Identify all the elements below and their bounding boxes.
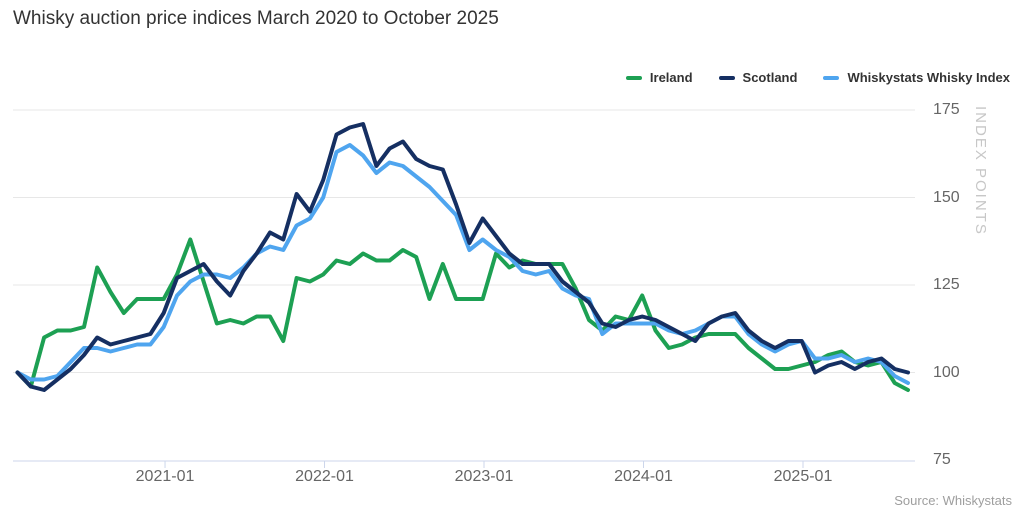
legend: Ireland Scotland Whiskystats Whisky Inde… [625,70,1010,85]
y-tick-75: 75 [933,451,951,468]
source-credit: Source: Whiskystats [894,493,1012,508]
y-tick-125: 125 [933,276,960,293]
y-tick-175: 175 [933,101,960,118]
chart-title: Whisky auction price indices March 2020 … [13,8,499,29]
gridlines [13,109,915,373]
x-axis-line [13,460,915,468]
x-tick-2023: 2023-01 [454,468,514,485]
whiskystats-line-swatch-icon [823,75,840,80]
series-lines [15,122,910,392]
y-tick-100: 100 [933,363,960,381]
x-tick-2022: 2022-01 [295,468,354,485]
x-tick-2025: 2025-01 [773,468,833,485]
legend-label-scotland: Scotland [742,70,798,85]
legend-item-whiskystats[interactable]: Whiskystats Whisky Index [823,70,1010,85]
x-tick-2024: 2024-01 [614,468,673,485]
legend-item-ireland[interactable]: Ireland [625,70,693,85]
y-tick-150: 150 [933,188,960,206]
x-tick-2021: 2021-01 [135,468,195,485]
y-axis-title: INDEX POINTS [972,106,989,236]
legend-item-scotland[interactable]: Scotland [718,70,798,85]
ireland-line-swatch-icon [625,75,642,80]
legend-label-ireland: Ireland [649,70,693,85]
legend-label-whiskystats: Whiskystats Whisky Index [847,70,1010,85]
scotland-line-swatch-icon [718,75,735,80]
